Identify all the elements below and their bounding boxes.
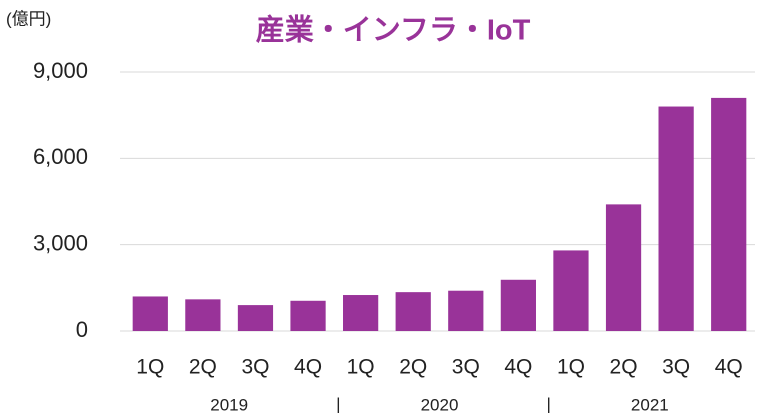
x-tick-label: 2Q — [610, 356, 638, 379]
x-tick-label: 2Q — [189, 356, 217, 379]
y-tick-label: 9,000 — [33, 58, 88, 83]
bar — [711, 97, 747, 332]
y-tick-label: 3,000 — [33, 230, 88, 255]
group-label: 2020 — [421, 395, 459, 414]
group-label: 2021 — [631, 395, 669, 414]
bar — [658, 106, 694, 332]
x-tick-label: 3Q — [241, 356, 269, 379]
x-tick-label: 1Q — [136, 356, 164, 379]
x-tick-label: 1Q — [557, 356, 585, 379]
bar — [395, 292, 431, 331]
x-tick-label: 4Q — [294, 356, 322, 379]
bar — [237, 305, 274, 331]
unit-label: (億円) — [6, 9, 51, 28]
x-tick-label: 1Q — [347, 356, 375, 379]
x-tick-label: 3Q — [662, 356, 690, 379]
y-tick-label: 6,000 — [33, 144, 88, 169]
bar — [605, 204, 642, 331]
bar — [132, 296, 168, 331]
chart-title: 産業・インフラ・IoT — [256, 14, 531, 47]
bar — [500, 279, 536, 331]
x-tick-label: 3Q — [452, 356, 480, 379]
group-label: 2019 — [210, 395, 248, 414]
y-tick-label: 0 — [76, 317, 88, 342]
x-tick-label: 4Q — [715, 356, 743, 379]
x-tick-label: 4Q — [504, 356, 532, 379]
group-separator: | — [546, 394, 550, 413]
x-tick-label: 2Q — [399, 356, 427, 379]
bar — [185, 299, 221, 331]
group-separator: | — [336, 394, 340, 413]
bar — [553, 250, 589, 331]
bar — [290, 300, 326, 331]
bar — [448, 290, 484, 331]
bar — [343, 295, 379, 331]
